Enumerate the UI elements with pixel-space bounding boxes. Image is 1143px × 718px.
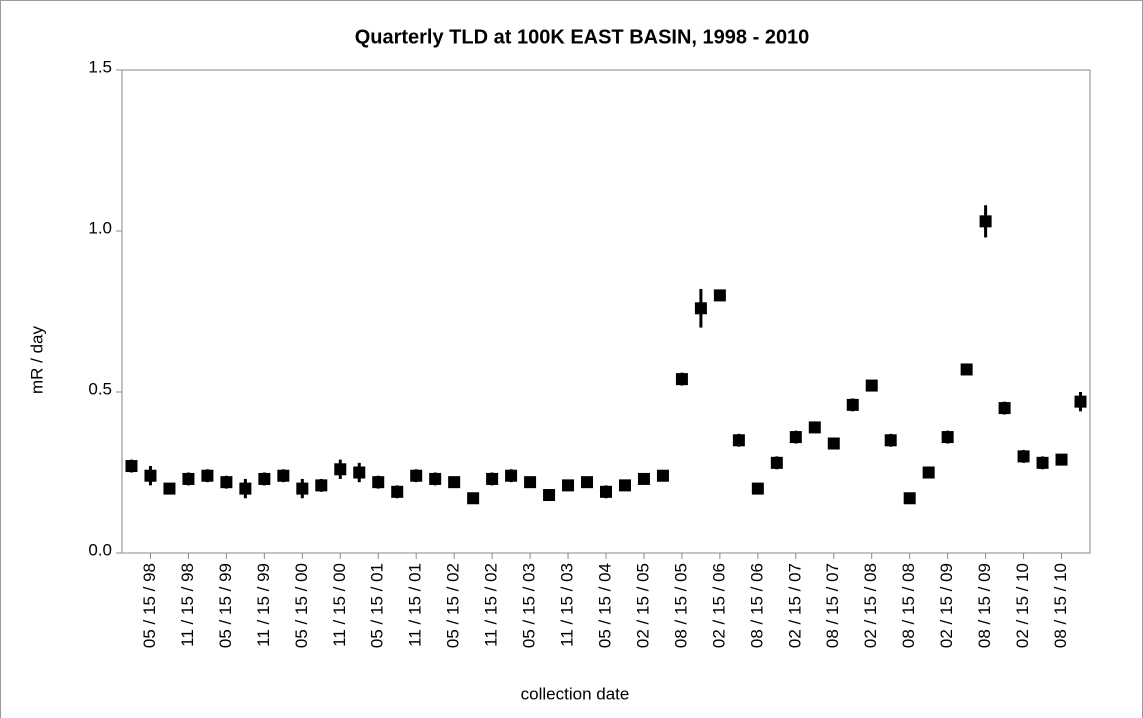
- point: [1017, 450, 1030, 463]
- point: [315, 479, 328, 492]
- point: [922, 466, 935, 479]
- point: [239, 482, 252, 495]
- point: [846, 398, 859, 411]
- x-tick-label: 11 / 15 / 99: [254, 563, 273, 647]
- point: [163, 482, 176, 495]
- point: [258, 472, 271, 485]
- y-tick-label: 1.5: [88, 57, 112, 76]
- y-axis-label: mR / day: [27, 325, 46, 394]
- point: [543, 489, 556, 502]
- point: [201, 469, 214, 482]
- x-tick-label: 05 / 15 / 03: [520, 563, 539, 648]
- point: [1036, 456, 1049, 469]
- x-tick-label: 05 / 15 / 01: [368, 563, 387, 648]
- point: [827, 437, 840, 450]
- point: [562, 479, 575, 492]
- point: [865, 379, 878, 392]
- x-tick-label: 05 / 15 / 98: [140, 563, 159, 648]
- point: [410, 469, 423, 482]
- x-tick-label: 02 / 15 / 06: [709, 563, 728, 648]
- point: [125, 460, 138, 473]
- point: [524, 476, 537, 489]
- point: [618, 479, 631, 492]
- point: [372, 476, 385, 489]
- x-axis-label: collection date: [521, 684, 630, 703]
- point: [182, 472, 195, 485]
- point: [486, 472, 499, 485]
- point: [581, 476, 594, 489]
- point: [1055, 453, 1068, 466]
- x-tick-label: 02 / 15 / 10: [1013, 563, 1032, 648]
- point: [467, 492, 480, 505]
- point: [391, 485, 404, 498]
- point: [334, 463, 347, 476]
- point: [144, 469, 157, 482]
- x-tick-label: 11 / 15 / 00: [330, 563, 349, 647]
- x-tick-label: 05 / 15 / 00: [292, 563, 311, 648]
- point: [296, 482, 309, 495]
- x-tick-label: 08 / 15 / 06: [747, 563, 766, 648]
- point: [637, 472, 650, 485]
- x-tick-label: 11 / 15 / 03: [558, 563, 577, 647]
- point: [751, 482, 764, 495]
- x-tick-label: 08 / 15 / 05: [671, 563, 690, 648]
- point: [505, 469, 518, 482]
- point: [808, 421, 821, 434]
- x-tick-label: 02 / 15 / 05: [633, 563, 652, 648]
- x-tick-label: 05 / 15 / 02: [444, 563, 463, 648]
- point: [600, 485, 612, 498]
- chart-title: Quarterly TLD at 100K EAST BASIN, 1998 -…: [355, 26, 810, 48]
- point: [713, 289, 726, 302]
- point: [998, 402, 1011, 415]
- point: [789, 431, 802, 444]
- point: [960, 363, 973, 376]
- x-tick-label: 11 / 15 / 01: [406, 563, 425, 647]
- x-tick-label: 02 / 15 / 07: [785, 563, 804, 648]
- x-tick-label: 05 / 15 / 99: [216, 563, 235, 648]
- x-tick-label: 05 / 15 / 04: [595, 563, 614, 648]
- point: [220, 476, 233, 489]
- point: [429, 472, 442, 485]
- point: [884, 434, 897, 447]
- x-tick-label: 02 / 15 / 08: [861, 563, 880, 648]
- y-tick-label: 1.0: [88, 218, 112, 237]
- point: [277, 469, 290, 482]
- x-tick-label: 08 / 15 / 10: [1051, 563, 1070, 648]
- x-tick-label: 08 / 15 / 08: [899, 563, 918, 648]
- y-tick-label: 0.5: [88, 379, 112, 398]
- point: [1074, 395, 1087, 408]
- point: [770, 456, 783, 469]
- point: [656, 469, 669, 482]
- x-tick-label: 11 / 15 / 02: [482, 563, 501, 647]
- y-tick-label: 0.0: [88, 540, 112, 559]
- point: [353, 466, 366, 479]
- point: [732, 434, 745, 447]
- point: [675, 373, 688, 386]
- x-tick-label: 11 / 15 / 98: [178, 563, 197, 647]
- point: [694, 302, 707, 315]
- x-tick-label: 08 / 15 / 09: [975, 563, 994, 648]
- point: [941, 431, 954, 444]
- point: [979, 215, 992, 228]
- point: [903, 492, 916, 505]
- x-tick-label: 08 / 15 / 07: [823, 563, 842, 648]
- x-tick-label: 02 / 15 / 09: [937, 563, 956, 648]
- point: [448, 476, 461, 489]
